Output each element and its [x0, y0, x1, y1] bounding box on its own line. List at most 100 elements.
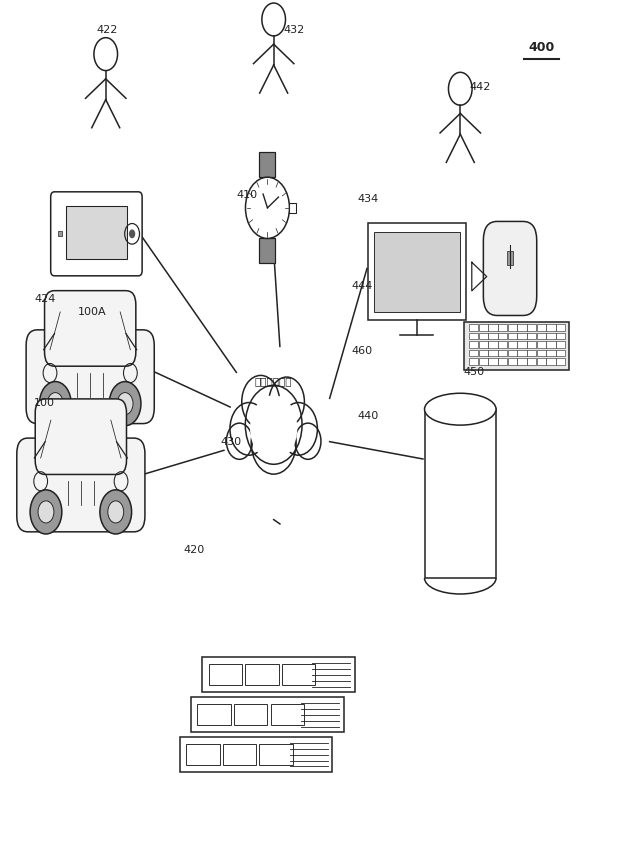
Bar	[488, 350, 498, 356]
Bar	[245, 664, 279, 685]
Bar	[546, 350, 555, 356]
Bar	[508, 325, 517, 331]
Text: 440: 440	[358, 410, 379, 421]
Bar	[488, 341, 498, 348]
Bar	[197, 704, 231, 725]
FancyBboxPatch shape	[26, 330, 154, 423]
Text: 460: 460	[351, 346, 373, 356]
Bar	[58, 231, 62, 236]
Circle shape	[100, 490, 132, 534]
Bar	[186, 744, 220, 765]
Circle shape	[109, 382, 141, 426]
Circle shape	[129, 229, 135, 238]
Text: 442: 442	[470, 81, 491, 92]
Bar	[478, 341, 488, 348]
Bar	[527, 341, 536, 348]
Circle shape	[246, 178, 289, 238]
Circle shape	[39, 382, 71, 426]
Bar	[537, 341, 546, 348]
Bar	[537, 358, 546, 365]
Bar	[192, 697, 343, 732]
Bar	[223, 744, 256, 765]
Bar	[537, 333, 546, 339]
Text: ネットワーク: ネットワーク	[255, 376, 292, 386]
Bar	[374, 232, 460, 312]
Bar	[546, 358, 555, 365]
Bar	[556, 358, 565, 365]
Circle shape	[47, 392, 63, 415]
Circle shape	[245, 385, 302, 464]
Text: 434: 434	[358, 194, 379, 204]
FancyBboxPatch shape	[483, 222, 537, 315]
Bar	[527, 333, 536, 339]
Bar	[508, 358, 517, 365]
Bar	[271, 704, 304, 725]
Bar	[508, 350, 517, 356]
Text: 100A: 100A	[78, 307, 106, 317]
Circle shape	[280, 403, 317, 456]
Bar	[527, 350, 536, 356]
Bar	[469, 325, 478, 331]
Text: 400: 400	[528, 41, 554, 55]
Bar	[508, 341, 517, 348]
Circle shape	[295, 423, 321, 459]
Circle shape	[269, 377, 304, 426]
Bar	[518, 341, 527, 348]
Circle shape	[117, 392, 133, 415]
Bar	[527, 358, 536, 365]
FancyBboxPatch shape	[17, 438, 145, 532]
Circle shape	[230, 403, 267, 456]
Bar	[508, 333, 517, 339]
Circle shape	[30, 490, 62, 534]
Bar	[259, 238, 276, 263]
Circle shape	[226, 423, 253, 459]
Bar	[424, 409, 496, 578]
Bar	[498, 358, 507, 365]
Bar	[463, 322, 569, 371]
Text: 100: 100	[34, 397, 55, 408]
Bar	[556, 341, 565, 348]
Bar	[488, 325, 498, 331]
Circle shape	[242, 376, 280, 428]
Bar	[527, 325, 536, 331]
Bar	[234, 704, 267, 725]
Bar	[488, 333, 498, 339]
Bar	[203, 657, 355, 692]
Bar	[368, 223, 466, 320]
Bar	[259, 152, 276, 178]
Ellipse shape	[424, 393, 496, 425]
Bar	[556, 325, 565, 331]
Bar	[498, 341, 507, 348]
Bar	[518, 358, 527, 365]
Text: 450: 450	[463, 367, 485, 378]
Bar	[469, 358, 478, 365]
Bar	[546, 341, 555, 348]
Text: 432: 432	[283, 25, 304, 36]
Bar	[478, 333, 488, 339]
Bar	[498, 325, 507, 331]
Bar	[289, 204, 296, 212]
FancyBboxPatch shape	[35, 399, 126, 475]
Bar	[478, 325, 488, 331]
Circle shape	[38, 501, 54, 523]
Text: 422: 422	[96, 25, 118, 36]
Bar	[518, 350, 527, 356]
Bar	[546, 325, 555, 331]
Bar	[66, 206, 127, 259]
Bar	[507, 250, 513, 264]
Bar	[498, 333, 507, 339]
Circle shape	[251, 411, 296, 475]
Bar	[478, 358, 488, 365]
FancyBboxPatch shape	[50, 192, 142, 275]
FancyBboxPatch shape	[45, 291, 136, 366]
Bar	[518, 333, 527, 339]
Bar	[537, 350, 546, 356]
Polygon shape	[472, 262, 487, 291]
Text: 424: 424	[34, 294, 55, 304]
Bar	[546, 333, 555, 339]
Bar	[518, 325, 527, 331]
Bar	[180, 737, 332, 772]
Circle shape	[250, 395, 297, 461]
Text: 420: 420	[183, 545, 205, 555]
Bar	[469, 341, 478, 348]
